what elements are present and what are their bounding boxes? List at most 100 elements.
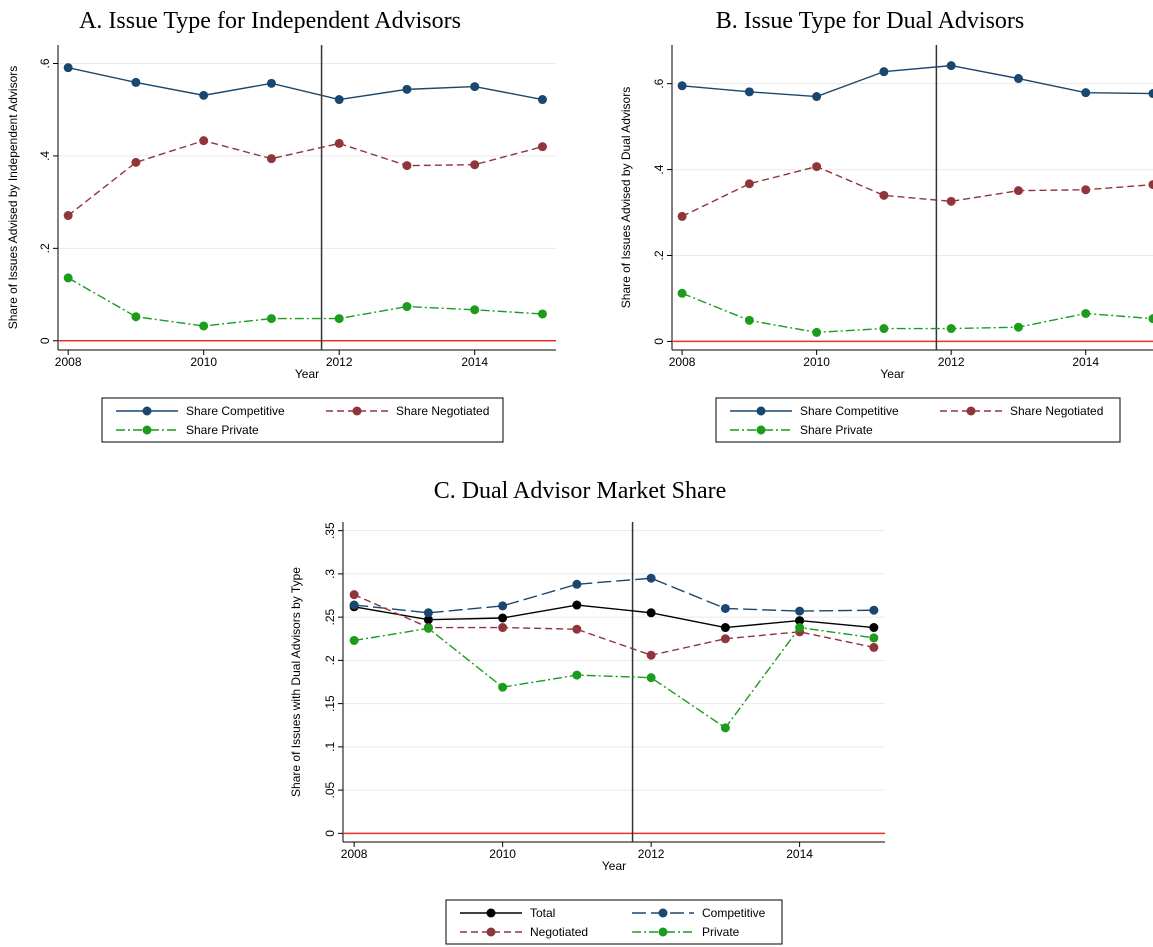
data-point xyxy=(795,616,805,626)
data-point xyxy=(131,77,141,87)
x-tick-label: 2008 xyxy=(669,355,696,369)
data-point xyxy=(199,136,209,146)
data-point xyxy=(946,324,956,334)
x-axis-label: Year xyxy=(880,367,904,381)
y-tick-label: 0 xyxy=(38,337,52,344)
chart-panel: C. Dual Advisor Market Share 0 .05 .1 .15 .2.… xyxy=(289,478,885,945)
data-point xyxy=(744,315,754,325)
x-tick-label: 2010 xyxy=(803,355,830,369)
data-point xyxy=(1013,322,1023,332)
series-line xyxy=(354,604,874,629)
y-tick-label: .4 xyxy=(652,164,666,174)
data-point xyxy=(795,606,805,616)
data-point xyxy=(879,67,889,77)
data-point xyxy=(646,573,656,583)
data-point xyxy=(131,312,141,322)
legend-label: Competitive xyxy=(702,906,766,920)
legend-label: Share Private xyxy=(186,423,259,437)
legend-marker xyxy=(142,406,152,416)
x-axis-label: Year xyxy=(295,367,319,381)
data-point xyxy=(1148,89,1153,99)
data-point xyxy=(63,273,73,283)
legend-label: Share Negotiated xyxy=(396,404,489,418)
y-tick-label: .6 xyxy=(38,58,52,68)
chart-panel: B. Issue Type for Dual Advisors 0 .2 .4 .6 20… xyxy=(619,8,1153,443)
series-line xyxy=(681,292,1153,334)
data-point xyxy=(470,305,480,315)
data-point xyxy=(812,162,822,172)
data-point xyxy=(720,723,730,733)
x-tick-label: 2012 xyxy=(938,355,965,369)
data-point xyxy=(266,78,276,88)
legend-marker xyxy=(486,908,496,918)
y-tick-label: .2 xyxy=(38,243,52,253)
data-point xyxy=(537,309,547,319)
y-tick-label: .3 xyxy=(323,569,337,579)
data-point xyxy=(646,673,656,683)
data-point xyxy=(334,314,344,324)
y-tick-label: .2 xyxy=(652,250,666,260)
data-point xyxy=(537,95,547,105)
chart-title: C. Dual Advisor Market Share xyxy=(434,478,727,504)
data-point xyxy=(869,623,879,633)
data-point xyxy=(1081,88,1091,98)
data-point xyxy=(199,321,209,331)
data-point xyxy=(677,81,687,91)
data-point xyxy=(869,633,879,643)
legend-marker xyxy=(352,406,362,416)
data-point xyxy=(334,138,344,148)
data-point xyxy=(470,160,480,170)
data-point xyxy=(266,314,276,324)
legend-label: Private xyxy=(702,925,740,939)
legend-marker xyxy=(658,927,668,937)
data-point xyxy=(63,63,73,73)
data-point xyxy=(266,154,276,164)
data-point xyxy=(572,579,582,589)
legend-marker xyxy=(142,425,152,435)
data-point xyxy=(720,603,730,613)
legend-box xyxy=(715,397,1121,443)
data-point xyxy=(537,142,547,152)
legend-box xyxy=(445,899,783,945)
data-point xyxy=(498,623,508,633)
data-point xyxy=(812,92,822,102)
data-point xyxy=(1013,186,1023,196)
data-point xyxy=(946,196,956,206)
data-point xyxy=(1148,314,1153,324)
series-line xyxy=(681,165,1153,218)
legend-label: Negotiated xyxy=(530,925,588,939)
data-point xyxy=(131,157,141,167)
data-point xyxy=(572,600,582,610)
legend-marker xyxy=(658,908,668,918)
x-tick-label: 2008 xyxy=(55,355,82,369)
data-point xyxy=(423,615,433,625)
data-point xyxy=(677,288,687,298)
legend-marker xyxy=(756,406,766,416)
x-axis-label: Year xyxy=(602,859,626,873)
data-point xyxy=(677,211,687,221)
y-tick-label: .1 xyxy=(323,742,337,752)
data-point xyxy=(199,90,209,100)
y-axis-label: Share of Issues Advised by Independent A… xyxy=(6,66,20,330)
data-point xyxy=(744,87,754,97)
y-axis-label: Share of Issues Advised by Dual Advisors xyxy=(619,87,633,308)
x-tick-label: 2012 xyxy=(326,355,353,369)
chart-panel: A. Issue Type for Independent Advisors 0.… xyxy=(6,8,556,443)
y-tick-label: .4 xyxy=(38,151,52,161)
data-point xyxy=(946,61,956,71)
legend-marker xyxy=(486,927,496,937)
chart-title: A. Issue Type for Independent Advisors xyxy=(79,8,461,34)
series-line xyxy=(68,66,543,101)
data-point xyxy=(498,682,508,692)
y-tick-label: 0 xyxy=(323,830,337,837)
data-point xyxy=(423,623,433,633)
data-point xyxy=(470,82,480,92)
chart-title: B. Issue Type for Dual Advisors xyxy=(716,8,1025,34)
data-point xyxy=(812,327,822,337)
y-axis-label: Share of Issues with Dual Advisors by Ty… xyxy=(289,567,303,797)
y-tick-label: .05 xyxy=(323,781,337,798)
data-point xyxy=(63,211,73,221)
data-point xyxy=(402,161,412,171)
data-point xyxy=(795,623,805,633)
